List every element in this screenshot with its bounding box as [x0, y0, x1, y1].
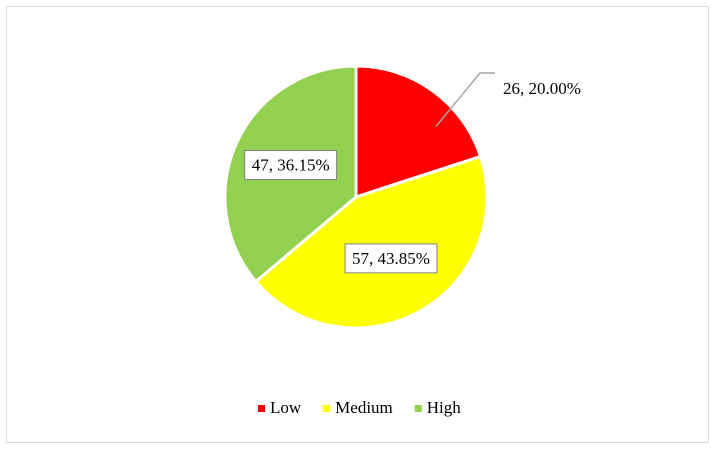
- legend-marker: [414, 405, 422, 412]
- legend-label: Low: [270, 398, 302, 417]
- data-label: 47, 36.15%: [252, 156, 330, 175]
- data-label: 57, 43.85%: [352, 249, 430, 268]
- data-label-box: [344, 243, 438, 274]
- data-label-box: [244, 150, 338, 181]
- legend-marker: [323, 405, 331, 412]
- legend-marker: [258, 405, 265, 412]
- legend-label: Medium: [335, 398, 393, 417]
- pie-slice: [253, 154, 489, 330]
- legend-label: High: [427, 398, 462, 417]
- pie-slice: [354, 64, 483, 200]
- data-label: 26, 20.00%: [503, 79, 581, 98]
- leader-line: [435, 72, 495, 127]
